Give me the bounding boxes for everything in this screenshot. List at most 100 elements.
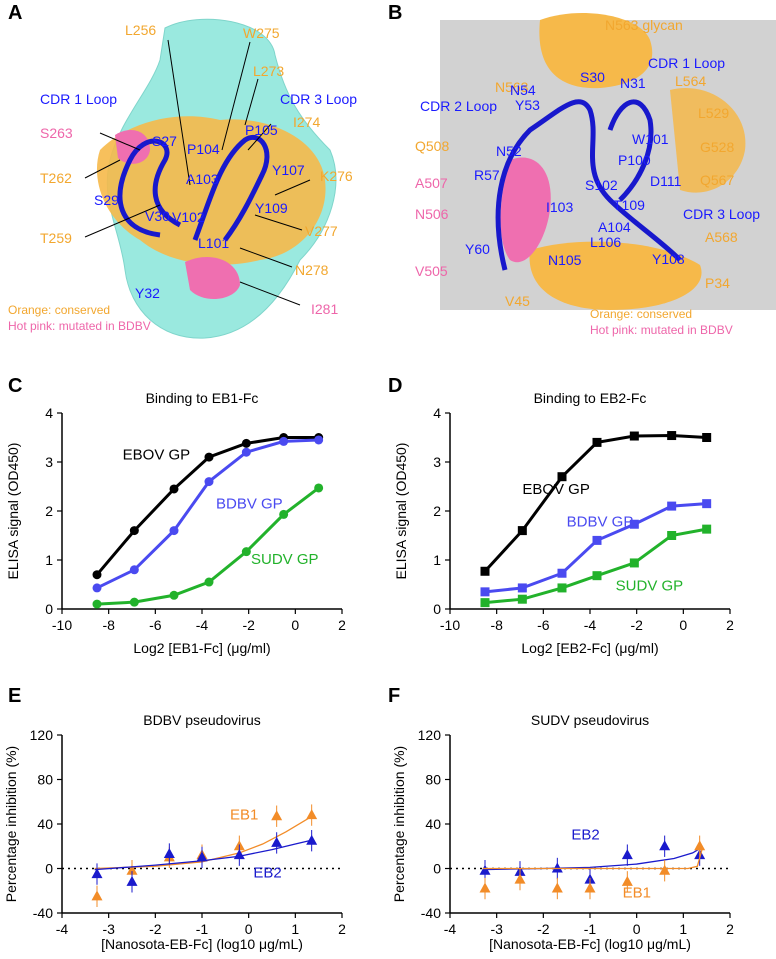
x-tick-label: 0 xyxy=(245,921,253,937)
x-tick-label: -3 xyxy=(102,921,115,937)
residue-label: Q508 xyxy=(415,138,449,154)
y-tick-label: 0 xyxy=(45,601,53,617)
data-point xyxy=(92,599,102,609)
fit-curve xyxy=(482,846,703,871)
chart-c: Binding to EB1-Fc 0 1 2 3 4 -10 -8 -6 -4 -2 0 2 Log2 … xyxy=(5,390,346,656)
data-point xyxy=(592,535,602,545)
pink-patch-a2 xyxy=(185,256,240,300)
legend-mutated-b: Hot pink: mutated in BDBV xyxy=(590,323,733,337)
y-tick-label: 120 xyxy=(30,727,54,743)
data-point xyxy=(233,849,245,860)
residue-label: V45 xyxy=(505,293,530,309)
x-tick-label: -4 xyxy=(444,921,457,937)
data-point xyxy=(91,890,103,901)
y-tick-label: -40 xyxy=(33,905,53,921)
data-point xyxy=(629,558,639,568)
residue-label: Y109 xyxy=(255,200,288,216)
data-point xyxy=(667,531,677,540)
residue-label: Y108 xyxy=(652,251,685,267)
residue-label: N105 xyxy=(548,252,582,268)
data-point xyxy=(241,547,251,557)
panel-letter-e: E xyxy=(8,685,22,707)
data-point xyxy=(92,570,102,580)
residue-label: I281 xyxy=(311,301,338,317)
x-tick-label: -2 xyxy=(537,921,550,937)
x-tick-label: -1 xyxy=(584,921,597,937)
x-tick-label: 0 xyxy=(291,617,299,633)
data-point xyxy=(694,840,706,851)
residue-label: Y53 xyxy=(515,97,540,113)
data-point xyxy=(92,583,102,593)
cdr1-loop-label-b: CDR 1 Loop xyxy=(648,55,725,71)
cdr1-ribbon-a xyxy=(117,138,182,238)
residue-label: P100 xyxy=(618,152,651,168)
data-point xyxy=(629,431,639,441)
structure-b: N563 glycan N563 L564 L529 Q508 G528 Q56… xyxy=(415,12,776,337)
conserved-patch-b1 xyxy=(539,12,653,89)
data-point xyxy=(667,501,677,511)
x-axis-label: Log2 [EB1-Fc] (μg/ml) xyxy=(133,640,270,656)
residue-label: R57 xyxy=(474,167,500,183)
chart-title: SUDV pseudovirus xyxy=(531,712,649,728)
x-tick-label: -4 xyxy=(196,617,209,633)
x-tick-label: 2 xyxy=(726,617,734,633)
data-point xyxy=(557,568,567,578)
data-point xyxy=(584,882,596,893)
x-axis-label: [Nanosota-EB-Fc] (log10 μg/mL) xyxy=(489,936,691,952)
panel-letter-d: D xyxy=(388,375,403,397)
y-tick-label: 40 xyxy=(425,816,441,832)
residue-label: S27 xyxy=(152,133,177,149)
series-label: EB1 xyxy=(623,884,651,901)
legend-conserved-a: Orange: conserved xyxy=(8,303,110,317)
residue-label: I103 xyxy=(546,199,573,215)
data-point xyxy=(169,484,179,494)
x-tick-label: 2 xyxy=(338,921,346,937)
data-point xyxy=(517,594,527,604)
residue-label: P34 xyxy=(705,275,730,291)
data-point xyxy=(551,862,563,873)
data-point xyxy=(126,864,138,875)
cdr3-ribbon-a xyxy=(192,135,270,242)
residue-label: A104 xyxy=(598,219,631,235)
y-tick-label: 120 xyxy=(418,727,442,743)
data-point xyxy=(271,836,283,847)
residue-label: D111 xyxy=(650,173,682,189)
data-point xyxy=(241,438,251,448)
series-label: EB1 xyxy=(230,807,258,824)
panel-letter-b: B xyxy=(388,2,403,24)
data-point xyxy=(196,851,208,862)
data-point xyxy=(129,526,139,536)
residue-label: G528 xyxy=(700,139,734,155)
data-point xyxy=(279,436,289,446)
series-label: EBOV GP xyxy=(522,481,590,498)
series-label: EBOV GP xyxy=(123,447,191,464)
chart-title: BDBV pseudovirus xyxy=(143,712,261,728)
data-point xyxy=(480,566,490,576)
structure-a: CDR 1 Loop CDR 3 Loop L256 W275 L273 I27… xyxy=(8,18,357,339)
data-point xyxy=(163,848,175,859)
residue-label: N506 xyxy=(415,206,449,222)
x-tick-label: 2 xyxy=(338,617,346,633)
x-tick-label: -4 xyxy=(584,617,597,633)
data-point xyxy=(557,472,567,482)
data-point xyxy=(306,809,318,820)
data-point xyxy=(204,477,214,487)
y-axis-label: Percentage inhibition (%) xyxy=(391,746,407,902)
y-tick-label: 40 xyxy=(37,816,53,832)
y-tick-label: 1 xyxy=(433,552,441,568)
cdr1-loop-label-a: CDR 1 Loop xyxy=(40,91,117,107)
residue-label: A568 xyxy=(705,229,738,245)
residue-label: N54 xyxy=(510,82,536,98)
residue-label: Q567 xyxy=(700,172,734,188)
x-axis-label: Log2 [EB2-Fc] (μg/ml) xyxy=(521,640,658,656)
data-point xyxy=(551,882,563,893)
panel-letter-a: A xyxy=(8,2,23,24)
residue-label: N31 xyxy=(620,75,646,91)
residue-label: K276 xyxy=(320,168,353,184)
residue-label: W275 xyxy=(243,25,280,41)
residue-label: Y60 xyxy=(465,241,490,257)
fit-curve xyxy=(482,849,703,870)
panel-letter-c: C xyxy=(8,375,23,397)
data-point xyxy=(592,571,602,581)
residue-label: P105 xyxy=(245,122,278,138)
